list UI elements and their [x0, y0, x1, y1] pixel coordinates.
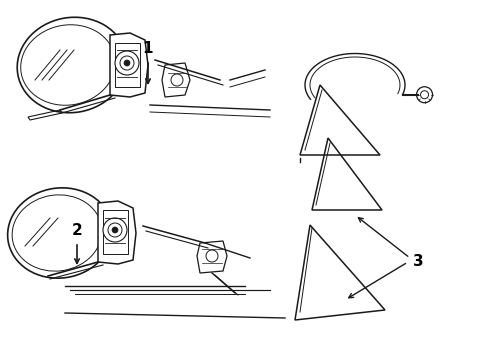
Text: 2: 2: [72, 222, 82, 238]
Polygon shape: [98, 201, 136, 264]
Circle shape: [416, 87, 433, 103]
Circle shape: [103, 218, 127, 242]
Polygon shape: [110, 33, 148, 97]
Text: 1: 1: [143, 41, 153, 55]
Polygon shape: [197, 241, 227, 273]
Circle shape: [115, 51, 139, 75]
Polygon shape: [162, 63, 190, 97]
Circle shape: [112, 227, 118, 233]
Text: 3: 3: [413, 255, 423, 270]
Circle shape: [124, 60, 130, 66]
